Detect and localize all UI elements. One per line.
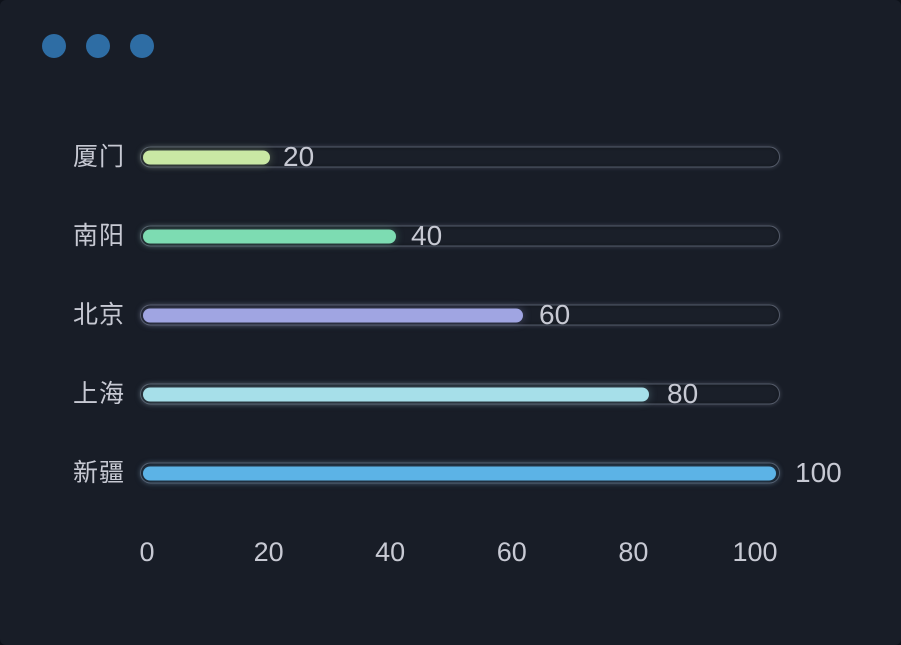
axis-tick-label: 80 <box>618 537 649 567</box>
bar-row: 新疆 100 <box>0 453 901 493</box>
bar-fill[interactable] <box>143 150 270 164</box>
value-label: 100 <box>795 457 842 488</box>
window-dot-icon <box>130 34 154 58</box>
axis-tick-label: 100 <box>732 537 778 567</box>
bar-track <box>140 462 780 484</box>
axis-tick-label: 0 <box>139 537 155 567</box>
bar-fill[interactable] <box>143 387 650 401</box>
category-label: 厦门 <box>72 143 125 171</box>
bar-track <box>140 383 780 405</box>
bar-row: 北京 60 <box>0 295 901 335</box>
value-label: 20 <box>283 141 315 172</box>
category-label: 南阳 <box>72 222 125 250</box>
bar-row: 厦门 20 <box>0 137 901 177</box>
value-label: 40 <box>411 220 443 251</box>
bar-track <box>140 146 780 168</box>
category-label: 新疆 <box>72 459 125 487</box>
axis-tick-label: 40 <box>375 537 406 567</box>
category-label: 上海 <box>72 380 125 408</box>
bar-row: 上海 80 <box>0 374 901 414</box>
axis-tick-label: 60 <box>496 537 527 567</box>
bar-fill[interactable] <box>143 308 523 322</box>
window-dot-icon <box>42 34 66 58</box>
bar-track <box>140 304 780 326</box>
value-label: 80 <box>667 378 699 409</box>
bar-row: 南阳 40 <box>0 216 901 256</box>
window-dot-icon <box>86 34 110 58</box>
category-label: 北京 <box>72 301 125 329</box>
x-axis: 0 20 40 60 80 100 <box>0 534 901 570</box>
axis-tick-label: 20 <box>253 537 284 567</box>
value-label: 60 <box>539 299 571 330</box>
bar-track <box>140 225 780 247</box>
bar-fill[interactable] <box>143 466 776 480</box>
bar-fill[interactable] <box>143 229 397 243</box>
window-controls <box>42 34 154 58</box>
